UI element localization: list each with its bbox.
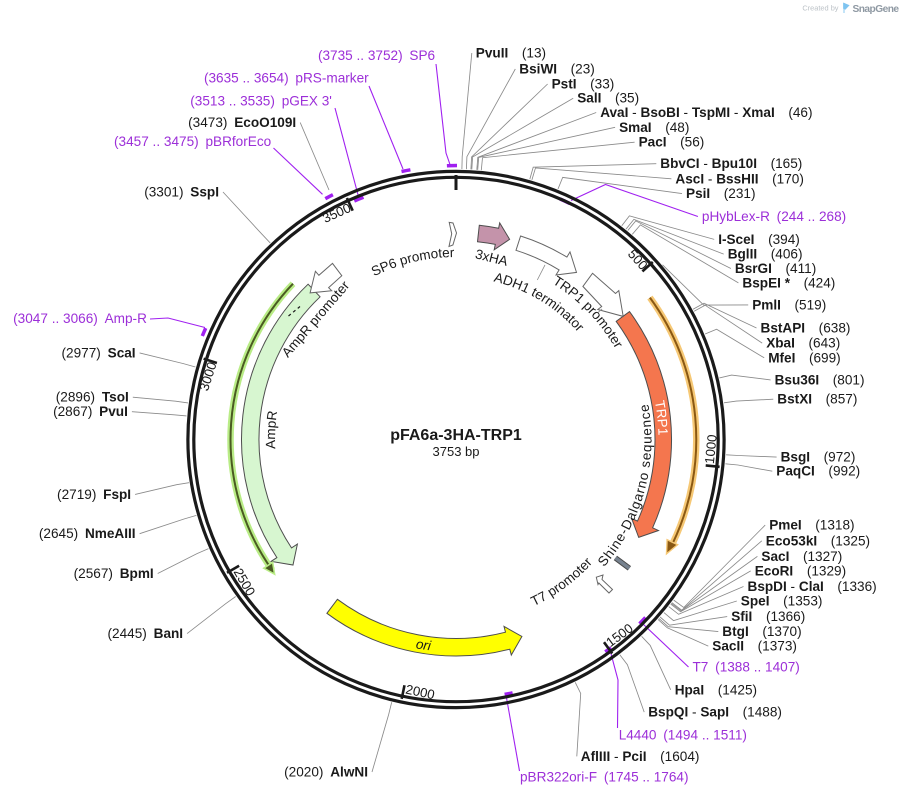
svg-text:AscI - BssHII (170): AscI - BssHII (170) [675, 171, 803, 186]
svg-text:(2719) FspI: (2719) FspI [57, 487, 131, 502]
svg-text:T7 (1388 .. 1407): T7 (1388 .. 1407) [693, 660, 800, 675]
svg-text:(2867) PvuI: (2867) PvuI [53, 404, 128, 419]
svg-text:EcoRI (1329): EcoRI (1329) [755, 563, 846, 578]
svg-text:SnapGene: SnapGene [853, 4, 900, 15]
svg-text:BsiWI (23): BsiWI (23) [519, 62, 595, 77]
svg-text:XbaI (643): XbaI (643) [766, 336, 840, 351]
svg-text:AvaI - BsoBI - TspMI - XmaI (4: AvaI - BsoBI - TspMI - XmaI (46) [600, 105, 812, 120]
svg-text:(3735 .. 3752) SP6: (3735 .. 3752) SP6 [318, 48, 435, 63]
svg-text:Eco53kI (1325): Eco53kI (1325) [766, 533, 870, 548]
svg-text:2000: 2000 [404, 682, 436, 703]
svg-text:PvuII (13): PvuII (13) [476, 46, 546, 61]
svg-text:ori: ori [415, 636, 433, 653]
svg-text:TRP1: TRP1 [652, 399, 671, 435]
svg-text:Bsu36I (801): Bsu36I (801) [775, 372, 865, 387]
svg-text:(3473) EcoO109I: (3473) EcoO109I [188, 115, 296, 130]
svg-text:BstXI (857): BstXI (857) [777, 392, 857, 407]
svg-text:(3513 .. 3535) pGEX 3': (3513 .. 3535) pGEX 3' [190, 94, 332, 109]
svg-text:pHybLex-R (244 .. 268): pHybLex-R (244 .. 268) [702, 209, 846, 224]
svg-text:(3457 .. 3475) pBRforEco: (3457 .. 3475) pBRforEco [114, 134, 271, 149]
svg-text:HpaI (1425): HpaI (1425) [675, 682, 757, 697]
svg-text:I-SceI (394): I-SceI (394) [718, 232, 800, 247]
svg-text:SfiI (1366): SfiI (1366) [731, 609, 805, 624]
svg-text:pFA6a-3HA-TRP1: pFA6a-3HA-TRP1 [390, 427, 522, 444]
svg-text:PmlI (519): PmlI (519) [752, 297, 826, 312]
svg-text:(3635 .. 3654) pRS-marker: (3635 .. 3654) pRS-marker [204, 71, 369, 86]
svg-text:(2445) BanI: (2445) BanI [108, 626, 184, 641]
svg-text:L4440 (1494 .. 1511): L4440 (1494 .. 1511) [619, 727, 747, 742]
svg-text:BspQI - SapI (1488): BspQI - SapI (1488) [648, 705, 782, 720]
svg-text:AmpR: AmpR [263, 410, 280, 450]
svg-text:BtgI (1370): BtgI (1370) [722, 624, 801, 639]
svg-text:pBR322ori-F (1745 .. 1764): pBR322ori-F (1745 .. 1764) [520, 770, 689, 785]
svg-text:SacII (1373): SacII (1373) [712, 639, 797, 654]
svg-text:(2977) ScaI: (2977) ScaI [62, 345, 136, 360]
svg-text:BbvCI - Bpu10I (165): BbvCI - Bpu10I (165) [660, 156, 802, 171]
svg-text:BspDI - ClaI (1336): BspDI - ClaI (1336) [748, 579, 877, 594]
svg-text:3753 bp: 3753 bp [433, 444, 480, 459]
svg-text:(2896) TsoI: (2896) TsoI [56, 390, 129, 405]
svg-text:AflIII - PciI (1604): AflIII - PciI (1604) [581, 749, 700, 764]
svg-text:PacI (56): PacI (56) [639, 135, 705, 150]
svg-text:BglII (406): BglII (406) [728, 247, 803, 262]
svg-text:SalI (35): SalI (35) [577, 91, 639, 106]
svg-text:PmeI (1318): PmeI (1318) [769, 518, 854, 533]
svg-text:BstAPI (638): BstAPI (638) [761, 321, 851, 336]
svg-text:(3301) SspI: (3301) SspI [144, 185, 219, 200]
svg-text:(2567) BpmI: (2567) BpmI [74, 566, 154, 581]
svg-text:SmaI (48): SmaI (48) [619, 120, 689, 135]
svg-text:(2645) NmeAIII: (2645) NmeAIII [39, 526, 136, 541]
svg-text:BspEI * (424): BspEI * (424) [742, 275, 835, 290]
svg-text:PsiI (231): PsiI (231) [686, 186, 756, 201]
svg-text:SpeI (1353): SpeI (1353) [741, 594, 823, 609]
svg-text:PstI (33): PstI (33) [552, 77, 615, 92]
svg-text:BsrGI (411): BsrGI (411) [735, 261, 816, 276]
svg-text:(2020) AlwNI: (2020) AlwNI [284, 765, 368, 780]
svg-text:Created by: Created by [802, 4, 838, 13]
svg-text:MfeI (699): MfeI (699) [768, 350, 841, 365]
svg-text:(3047 .. 3066) Amp-R: (3047 .. 3066) Amp-R [13, 311, 147, 326]
svg-text:BsgI (972): BsgI (972) [781, 450, 856, 465]
svg-text:SacI (1327): SacI (1327) [761, 549, 842, 564]
svg-text:1000: 1000 [702, 434, 720, 465]
svg-text:PaqCI (992): PaqCI (992) [776, 464, 860, 479]
